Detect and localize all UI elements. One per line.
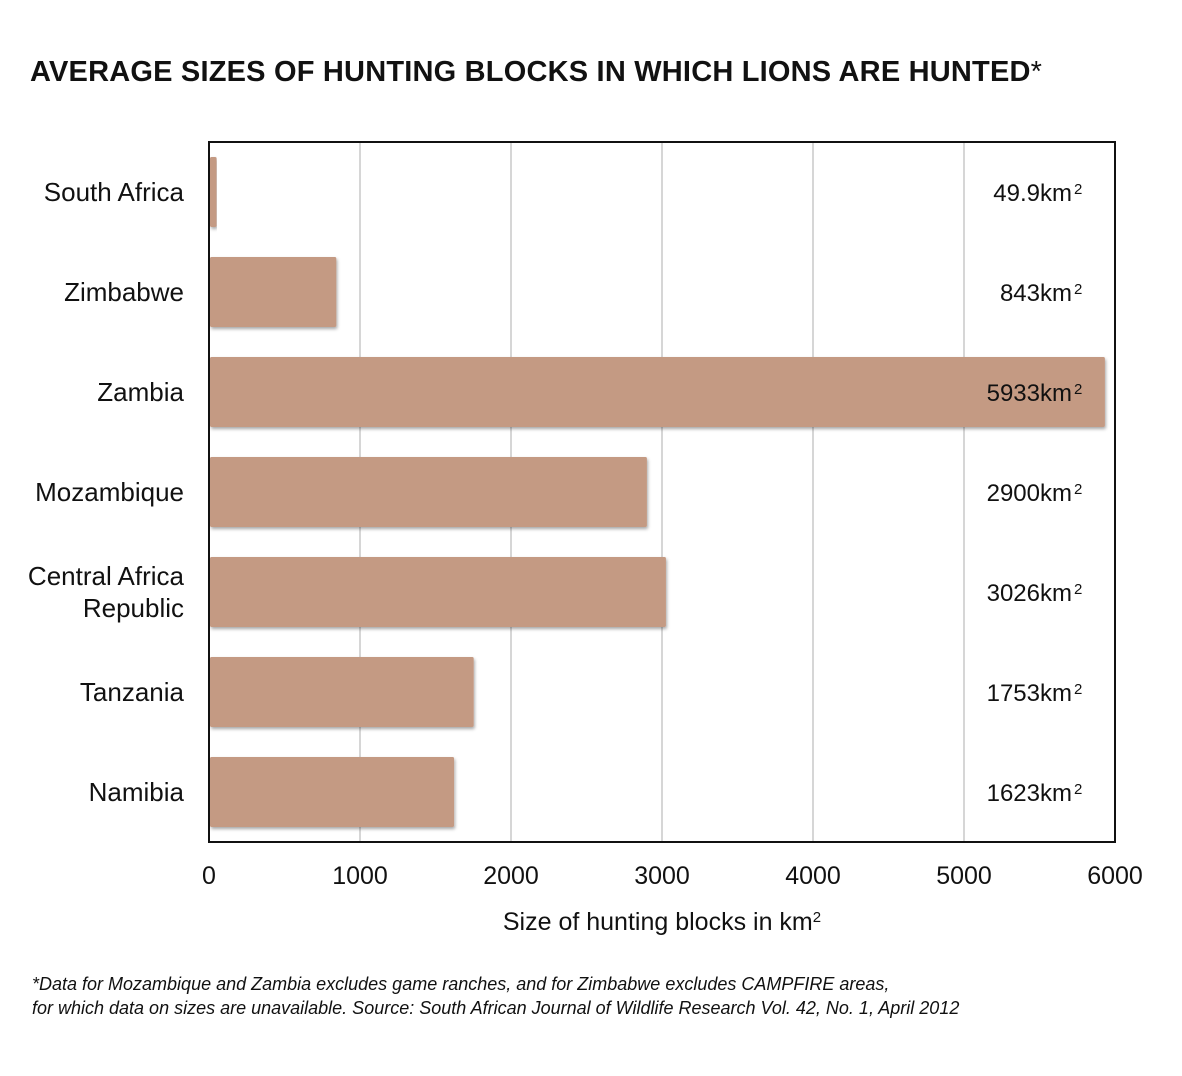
footnote-line-2: for which data on sizes are unavailable.…: [32, 998, 960, 1018]
category-label-line: Zimbabwe: [64, 277, 184, 307]
category-label-line: Namibia: [89, 777, 185, 807]
x-tick-label: 3000: [634, 862, 690, 890]
x-tick-label: 1000: [332, 862, 388, 890]
value-label: 2900km: [987, 480, 1072, 507]
x-axis-title-text: Size of hunting blocks in km: [502, 908, 813, 936]
value-label: 3026km: [987, 580, 1072, 607]
value-label: 5933km: [987, 380, 1072, 407]
value-label-superscript: 2: [1074, 181, 1082, 198]
bar-zambia: [210, 357, 1105, 427]
category-label: Zambia: [97, 377, 184, 407]
value-label: 1623km: [987, 780, 1072, 807]
x-tick-label: 5000: [936, 862, 992, 890]
footnote-line-1: *Data for Mozambique and Zambia excludes…: [32, 974, 890, 994]
footnote: *Data for Mozambique and Zambia excludes…: [32, 972, 959, 1020]
value-label-superscript: 2: [1074, 581, 1082, 598]
category-label: Mozambique: [35, 477, 184, 507]
category-label: Zimbabwe: [64, 277, 184, 307]
bar-south-africa: [210, 157, 217, 227]
x-tick-label: 4000: [785, 862, 841, 890]
category-label: Central Africa Republic: [28, 561, 185, 623]
x-tick-labels: 0 1000 2000 3000 4000 5000 6000: [202, 862, 1143, 890]
x-tick-label: 2000: [483, 862, 539, 890]
category-labels: South Africa Zimbabwe Zambia Mozambique Cent…: [28, 177, 185, 807]
category-label-line: Tanzania: [80, 677, 185, 707]
category-label-line: Central Africa: [28, 561, 185, 591]
x-axis-title: Size of hunting blocks in km2: [209, 908, 1115, 937]
x-axis-title-superscript: 2: [812, 908, 822, 926]
category-label: Tanzania: [80, 677, 185, 707]
value-label: 1753km: [987, 680, 1072, 707]
category-label-line: Mozambique: [35, 477, 184, 507]
x-tick-label: 6000: [1087, 862, 1143, 890]
bar-tanzania: [210, 657, 474, 727]
bar-namibia: [210, 757, 455, 827]
category-label-line: Zambia: [97, 377, 184, 407]
bars: [210, 157, 1105, 827]
bar-zimbabwe: [210, 257, 337, 327]
value-label-superscript: 2: [1074, 481, 1082, 498]
title-asterisk: *: [1030, 56, 1043, 88]
plot-frame: [208, 141, 1116, 843]
value-label-superscript: 2: [1074, 381, 1082, 398]
value-label-superscript: 2: [1074, 681, 1082, 698]
value-label: 49.9km: [993, 180, 1072, 207]
category-label-line: South Africa: [44, 177, 185, 207]
category-label-line: Republic: [83, 593, 184, 623]
category-label: Namibia: [89, 777, 185, 807]
bar-central-africa-republic: [210, 557, 666, 627]
chart-title-text: AVERAGE SIZES OF HUNTING BLOCKS IN WHICH…: [30, 56, 1031, 88]
value-label-superscript: 2: [1074, 781, 1082, 798]
bar-mozambique: [210, 457, 647, 527]
chart-title: AVERAGE SIZES OF HUNTING BLOCKS IN WHICH…: [30, 56, 1042, 89]
value-label: 843km: [1000, 280, 1072, 307]
x-tick-label: 0: [202, 862, 216, 890]
category-label: South Africa: [44, 177, 185, 207]
value-label-superscript: 2: [1074, 281, 1082, 298]
